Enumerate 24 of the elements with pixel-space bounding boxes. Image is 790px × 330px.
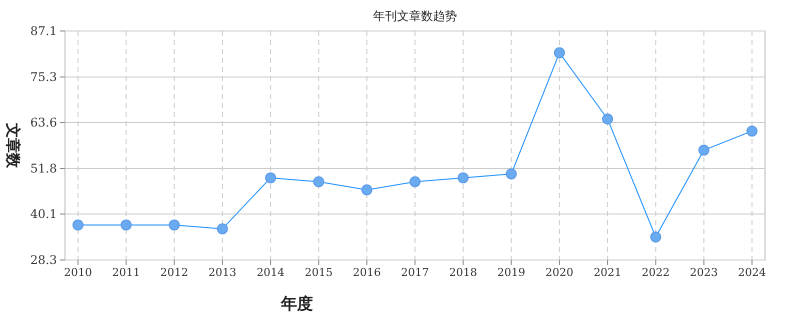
x-tick-label: 2024 (738, 266, 766, 279)
chart-title: 年刊文章数趋势 (373, 9, 457, 23)
x-tick-label: 2018 (449, 266, 478, 279)
x-tick-label: 2013 (208, 266, 236, 279)
x-tick-label: 2014 (256, 266, 285, 279)
y-tick-label: 28.3 (30, 253, 57, 267)
x-tick-label: 2022 (642, 266, 670, 279)
x-tick-label: 2016 (352, 266, 381, 279)
y-tick-label: 63.6 (30, 116, 57, 130)
x-tick-label: 2017 (401, 266, 429, 279)
y-tick-label: 75.3 (30, 70, 57, 84)
y-tick-label: 51.8 (30, 161, 57, 176)
y-tick-label: 87.1 (30, 24, 57, 38)
x-tick-label: 2019 (497, 266, 526, 279)
x-tick-label: 2020 (545, 266, 574, 279)
x-tick-label: 2011 (112, 266, 140, 279)
x-axis-title: 年度 (280, 294, 313, 313)
x-tick-label: 2015 (304, 266, 333, 279)
x-tick-label: 2023 (690, 266, 718, 279)
x-tick-label: 2021 (594, 266, 622, 279)
y-axis-title: 文章数 (4, 122, 22, 169)
x-tick-label: 2010 (64, 266, 92, 279)
x-tick-label: 2012 (160, 266, 188, 279)
y-tick-label: 40.1 (30, 207, 57, 222)
